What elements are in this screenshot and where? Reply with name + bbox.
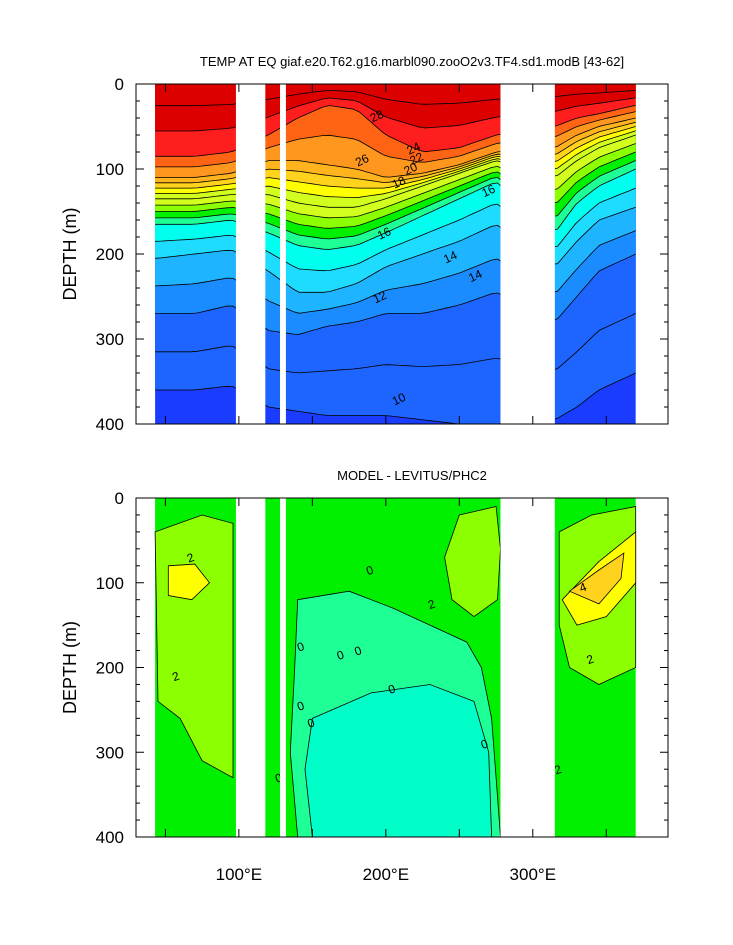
contour-label: 0 <box>273 770 284 786</box>
contour-label: 14 <box>466 267 484 285</box>
x-tick-label: 300°E <box>510 865 557 884</box>
land-mask <box>500 497 555 838</box>
contour-label: 4 <box>577 580 588 596</box>
contour-label: 0 <box>295 639 306 655</box>
contour-line <box>155 90 636 107</box>
x-tick-label: 200°E <box>363 865 410 884</box>
y-tick-label: 100 <box>96 574 124 593</box>
contour-label: 0 <box>364 563 375 579</box>
contour-label: 0 <box>295 698 306 714</box>
contour-line <box>155 151 636 229</box>
contour-label: 24 <box>405 139 423 157</box>
y-tick-label: 200 <box>96 245 124 264</box>
contour-line <box>155 187 636 272</box>
land-mask <box>235 83 266 425</box>
contour-label: 14 <box>441 248 459 266</box>
land-mask <box>280 83 286 425</box>
y-tick-label: 0 <box>115 489 124 508</box>
band-fill <box>444 506 501 618</box>
contour-label: 2 <box>585 652 596 668</box>
land-mask <box>500 83 555 425</box>
contour-label: 2 <box>552 762 563 778</box>
panel-temperature: 0 100 200 300 400 DEPTH (m) TEMP AT EQ giaf.e2… <box>60 54 669 434</box>
contour-label: 12 <box>371 288 389 306</box>
land-mask <box>235 497 266 838</box>
x-tick-label: 100°E <box>216 865 263 884</box>
contour-line <box>155 130 636 199</box>
y-tick-label: 100 <box>96 160 124 179</box>
contour-line <box>155 253 636 335</box>
contour-label: 2 <box>426 597 437 613</box>
contour-line <box>155 121 636 184</box>
land-mask <box>280 497 286 838</box>
contour-label: 2 <box>170 669 181 685</box>
y-tick-label: 400 <box>96 828 124 847</box>
chart-title: TEMP AT EQ giaf.e20.T62.g16.marbl090.zoo… <box>200 54 624 69</box>
y-tick-label: 300 <box>96 743 124 762</box>
contour-line <box>155 117 636 178</box>
contour-line <box>155 206 636 293</box>
contour-label: 18 <box>390 173 408 191</box>
contour-label: 0 <box>305 715 316 731</box>
contour-label: 2 <box>185 550 196 566</box>
contour-label: 16 <box>479 182 497 200</box>
contour-line <box>155 230 636 314</box>
y-tick-label: 400 <box>96 415 124 434</box>
contour-label: 20 <box>402 159 420 177</box>
contour-label: 16 <box>375 224 393 242</box>
contour-label: 10 <box>390 390 408 408</box>
contour-line <box>155 134 636 208</box>
contour-line <box>155 104 636 157</box>
band-fill <box>167 563 211 601</box>
y-tick-label: 200 <box>96 659 124 678</box>
contour-line <box>155 126 636 189</box>
contour-label: 0 <box>335 647 346 663</box>
y-axis-label: DEPTH (m) <box>60 208 80 301</box>
contour-line <box>155 111 636 168</box>
chart-title: MODEL - LEVITUS/PHC2 <box>337 468 487 483</box>
contour-line <box>155 313 636 374</box>
y-tick-label: 300 <box>96 330 124 349</box>
band-fill <box>568 552 625 605</box>
contour-line <box>155 97 636 132</box>
y-tick-label: 0 <box>115 75 124 94</box>
contour-line <box>155 372 636 425</box>
band-fill <box>304 684 493 838</box>
contour-label: 0 <box>352 643 363 659</box>
contour-line <box>155 160 636 240</box>
contour-line <box>155 168 636 250</box>
y-axis-label: DEPTH (m) <box>60 621 80 714</box>
panel-difference: 22222420000000000100200300400DEPTH (m)MO… <box>60 468 669 884</box>
contour-label: 22 <box>407 149 425 167</box>
contour-label: 26 <box>353 151 371 169</box>
contour-label: 0 <box>386 681 397 697</box>
contour-label: 0 <box>479 736 490 752</box>
contour-line <box>155 143 636 219</box>
contour-label: 28 <box>368 107 386 125</box>
